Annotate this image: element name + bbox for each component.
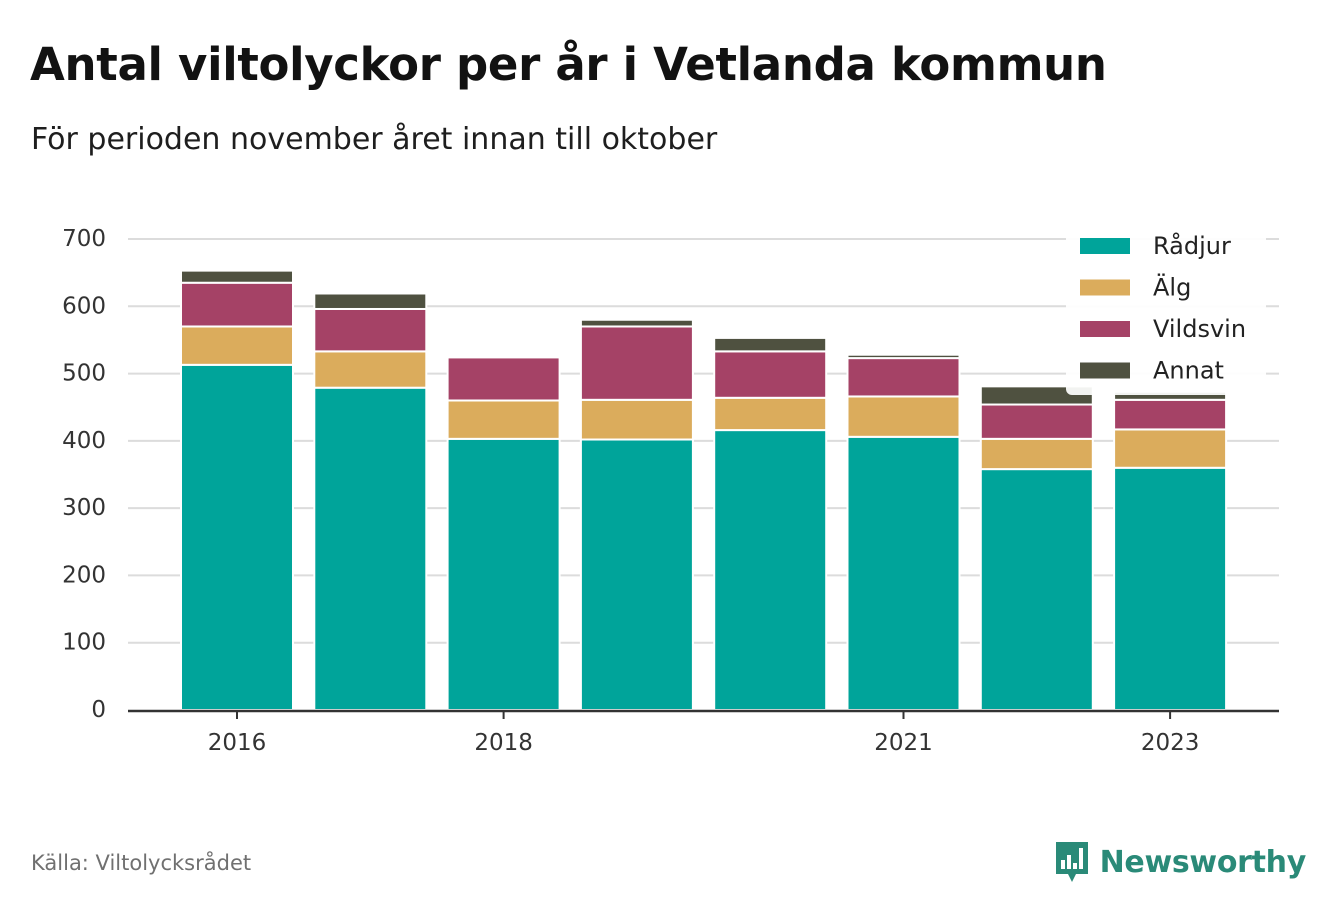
legend-background bbox=[1066, 225, 1266, 395]
bar-stack-2023 bbox=[1113, 390, 1228, 711]
bar-segment-Älg-2018 bbox=[446, 399, 561, 440]
bar-segment-Vildsvin-2023 bbox=[1113, 398, 1228, 431]
bar-segment-Älg-2021 bbox=[846, 395, 961, 438]
bar-stack-2017 bbox=[313, 292, 428, 711]
y-tick-label: 200 bbox=[62, 562, 106, 588]
bar-stack-2021 bbox=[846, 353, 961, 711]
bar-segment-Vildsvin-2021 bbox=[846, 357, 961, 398]
chart-title: Antal viltolyckor per år i Vetlanda komm… bbox=[30, 38, 1107, 91]
bar-segment-Rådjur-2018 bbox=[446, 437, 561, 711]
bars bbox=[180, 269, 1228, 712]
legend-label: Älg bbox=[1153, 273, 1191, 302]
bar-segment-Rådjur-2023 bbox=[1113, 466, 1228, 711]
bar-segment-Vildsvin-2017 bbox=[313, 307, 428, 353]
bar-stack-2018 bbox=[446, 356, 561, 711]
bar-segment-Vildsvin-2019 bbox=[579, 325, 694, 401]
y-tick-label: 500 bbox=[62, 361, 106, 387]
bar-stack-2022 bbox=[979, 385, 1094, 712]
bar-segment-Älg-2023 bbox=[1113, 428, 1228, 469]
chart-subtitle: För perioden november året innan till ok… bbox=[31, 122, 718, 157]
source-note: Källa: Viltolycksrådet bbox=[31, 851, 252, 875]
y-tick-label: 400 bbox=[62, 428, 106, 454]
legend-item-Älg: Älg bbox=[1080, 273, 1191, 302]
bar-segment-Annat-2022 bbox=[979, 385, 1094, 406]
bar-segment-Vildsvin-2018 bbox=[446, 356, 561, 402]
legend-item-Rådjur: Rådjur bbox=[1080, 231, 1231, 260]
y-tick-label: 100 bbox=[62, 630, 106, 656]
x-tick-label: 2021 bbox=[874, 730, 933, 756]
bar-segment-Rådjur-2022 bbox=[979, 468, 1094, 712]
bar-segment-Annat-2019 bbox=[579, 318, 694, 328]
y-tick-label: 300 bbox=[62, 495, 106, 521]
legend-swatch bbox=[1080, 321, 1130, 337]
bar-segment-Rådjur-2019 bbox=[579, 438, 694, 711]
y-axis-tick-labels: 0 100 200 300 400 500 600 700 bbox=[62, 226, 106, 723]
bar-segment-Älg-2019 bbox=[579, 398, 694, 441]
y-tick-label: 0 bbox=[91, 697, 106, 723]
legend-label: Rådjur bbox=[1153, 231, 1231, 260]
bar-segment-Annat-2017 bbox=[313, 292, 428, 310]
bar-segment-Vildsvin-2016 bbox=[180, 281, 294, 328]
bar-segment-Rådjur-2017 bbox=[313, 386, 428, 711]
x-tick-label: 2018 bbox=[474, 730, 533, 756]
bar-stack-2016 bbox=[180, 269, 294, 711]
bar-segment-Rådjur-2020 bbox=[713, 429, 828, 711]
brand-name: Newsworthy bbox=[1099, 844, 1307, 880]
legend-item-Vildsvin: Vildsvin bbox=[1080, 315, 1246, 343]
bar-segment-Vildsvin-2020 bbox=[713, 350, 828, 399]
bar-stack-2020 bbox=[713, 336, 828, 711]
bar-segment-Rådjur-2021 bbox=[846, 435, 961, 711]
x-tick-label: 2023 bbox=[1141, 730, 1200, 756]
legend-swatch bbox=[1080, 238, 1130, 254]
legend: Rådjur Älg Vildsvin Annat bbox=[1066, 225, 1266, 395]
legend-swatch bbox=[1080, 279, 1130, 296]
bar-segment-Annat-2016 bbox=[180, 269, 294, 284]
legend-swatch bbox=[1080, 362, 1130, 379]
bar-segment-Annat-2021 bbox=[846, 353, 961, 360]
x-axis-tick-labels: 2016 2018 2021 2023 bbox=[208, 712, 1200, 756]
y-tick-label: 700 bbox=[62, 226, 106, 252]
bar-segment-Annat-2020 bbox=[713, 336, 828, 353]
legend-label: Vildsvin bbox=[1153, 315, 1246, 343]
bar-segment-Rådjur-2016 bbox=[180, 363, 294, 711]
brand-logo: Newsworthy bbox=[1054, 840, 1306, 884]
bar-segment-Älg-2016 bbox=[180, 325, 294, 366]
bar-segment-Älg-2017 bbox=[313, 350, 428, 389]
y-tick-label: 600 bbox=[62, 293, 106, 319]
bar-segment-Älg-2022 bbox=[979, 437, 1094, 471]
x-tick-label: 2016 bbox=[208, 730, 267, 756]
bar-segment-Älg-2020 bbox=[713, 396, 828, 432]
legend-item-Annat: Annat bbox=[1080, 357, 1224, 385]
bar-segment-Vildsvin-2022 bbox=[979, 403, 1094, 440]
bar-chart-speech-bubble-icon bbox=[1055, 842, 1088, 882]
bar-stack-2019 bbox=[579, 318, 694, 711]
legend-label: Annat bbox=[1153, 357, 1224, 385]
